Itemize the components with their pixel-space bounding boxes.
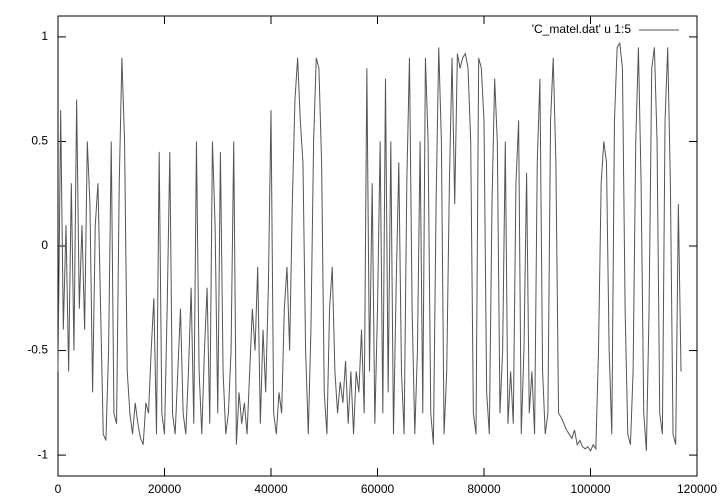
- x-tick-label: 120000: [677, 482, 717, 496]
- y-tick-label: 1: [41, 29, 48, 43]
- y-tick-label: 0.5: [31, 134, 48, 148]
- plot-frame: [57, 15, 698, 477]
- x-tick-label: 100000: [570, 482, 610, 496]
- x-tick-label: 60000: [361, 482, 395, 496]
- x-tick-label: 0: [55, 482, 62, 496]
- legend-label: 'C_matel.dat' u 1:5: [532, 22, 632, 36]
- x-tick-label: 20000: [148, 482, 182, 496]
- y-tick-label: -1: [37, 447, 48, 461]
- y-tick-label: 0: [41, 238, 48, 252]
- x-tick-label: 40000: [254, 482, 288, 496]
- x-tick-label: 80000: [467, 482, 501, 496]
- y-tick-label: -0.5: [27, 343, 48, 357]
- data-line: [57, 41, 682, 452]
